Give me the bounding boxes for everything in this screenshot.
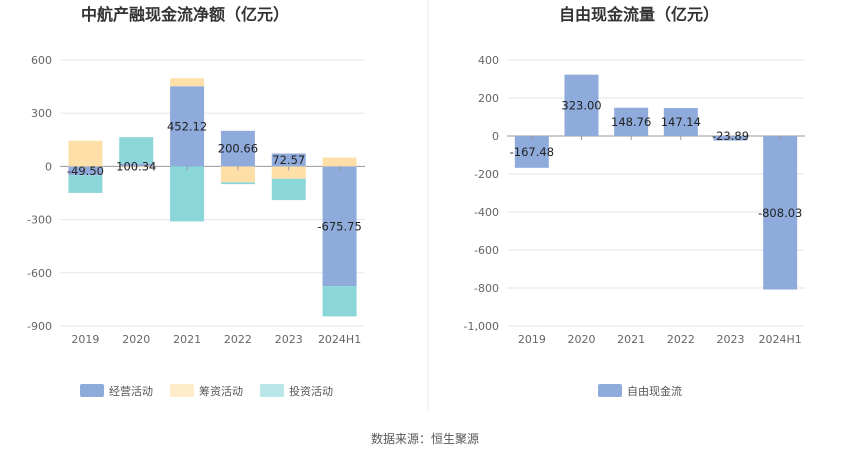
x-tick-label: 2020 bbox=[568, 333, 596, 346]
bar-自由现金流 bbox=[614, 107, 649, 136]
chart-panel-net-cashflow: 中航产融现金流净额（亿元） 600 300 0 -300 -600 -900 2019 2020… bbox=[27, 5, 365, 398]
data-label: 200.66 bbox=[218, 142, 258, 156]
bar-投资活动 bbox=[170, 166, 205, 222]
legend-swatch[interactable] bbox=[80, 384, 104, 397]
legend-label[interactable]: 经营活动 bbox=[109, 384, 153, 398]
data-label: -808.03 bbox=[758, 206, 802, 220]
y-tick-label: -200 bbox=[474, 168, 499, 181]
legend-swatch[interactable] bbox=[598, 384, 622, 397]
y-tick-label: 400 bbox=[478, 54, 499, 67]
y-tick-label: -300 bbox=[27, 214, 52, 227]
data-label: 323.00 bbox=[561, 98, 601, 112]
x-tick-label: 2023 bbox=[275, 333, 303, 346]
chart-panel-free-cashflow: 自由现金流量（亿元） 400 200 0 -200 -400 -600 -800 -1,000 2… bbox=[464, 5, 805, 398]
bar-经营活动 bbox=[119, 163, 154, 167]
bar-自由现金流 bbox=[763, 136, 798, 290]
bar-筹资活动 bbox=[170, 78, 205, 87]
bar-投资活动 bbox=[220, 182, 255, 185]
bar-筹资活动 bbox=[68, 140, 103, 167]
bar-自由现金流 bbox=[564, 74, 599, 136]
x-tick-label: 2019 bbox=[71, 333, 99, 346]
bar-自由现金流 bbox=[514, 136, 549, 168]
y-tick-label: -900 bbox=[27, 320, 52, 333]
data-label: 452.12 bbox=[167, 119, 207, 133]
x-tick-label: 2023 bbox=[717, 333, 745, 346]
legend-swatch[interactable] bbox=[260, 384, 284, 397]
y-tick-label: 600 bbox=[31, 54, 52, 67]
x-tick-label: 2021 bbox=[173, 333, 201, 346]
bar-经营活动 bbox=[170, 86, 205, 167]
bar-投资活动 bbox=[68, 175, 103, 193]
y-tick-label: -800 bbox=[474, 282, 499, 295]
bar-经营活动 bbox=[271, 153, 306, 167]
data-label: 147.14 bbox=[661, 115, 701, 129]
y-tick-label: -600 bbox=[27, 267, 52, 280]
bar-筹资活动 bbox=[220, 166, 255, 183]
data-label: -675.75 bbox=[317, 219, 361, 233]
source-note: 数据来源：恒生聚源 bbox=[371, 431, 479, 446]
bar-投资活动 bbox=[271, 178, 306, 201]
bar-筹资活动 bbox=[322, 157, 357, 167]
bar-经营活动 bbox=[220, 130, 255, 167]
bar-经营活动 bbox=[68, 166, 103, 176]
x-tick-label: 2024H1 bbox=[759, 333, 802, 346]
data-label: -23.89 bbox=[712, 129, 749, 143]
x-tick-label: 2022 bbox=[224, 333, 252, 346]
y-tick-label: 0 bbox=[45, 160, 52, 173]
x-tick-label: 2019 bbox=[518, 333, 546, 346]
bar-投资活动 bbox=[322, 286, 357, 317]
legend-label[interactable]: 自由现金流 bbox=[627, 384, 682, 398]
y-tick-label: -1,000 bbox=[464, 320, 499, 333]
legend-label[interactable]: 筹资活动 bbox=[199, 384, 243, 398]
x-tick-label: 2024H1 bbox=[318, 333, 361, 346]
x-tick-label: 2022 bbox=[667, 333, 695, 346]
y-tick-label: -400 bbox=[474, 206, 499, 219]
y-tick-label: 200 bbox=[478, 92, 499, 105]
bar-自由现金流 bbox=[663, 108, 698, 136]
legend-label[interactable]: 投资活动 bbox=[289, 384, 333, 398]
chart-title: 自由现金流量（亿元） bbox=[559, 5, 719, 24]
bar-经营活动 bbox=[322, 166, 357, 287]
data-label: 148.76 bbox=[611, 115, 651, 129]
y-tick-label: 0 bbox=[492, 130, 499, 143]
data-label: -49.50 bbox=[67, 164, 104, 178]
chart-title: 中航产融现金流净额（亿元） bbox=[81, 5, 289, 24]
y-tick-label: 300 bbox=[31, 107, 52, 120]
data-label: -167.48 bbox=[510, 145, 554, 159]
x-tick-label: 2021 bbox=[617, 333, 645, 346]
bar-筹资活动 bbox=[271, 166, 306, 179]
data-label: 72.57 bbox=[272, 153, 305, 167]
x-tick-label: 2020 bbox=[122, 333, 150, 346]
bar-投资活动 bbox=[119, 137, 154, 164]
data-label: 100.34 bbox=[116, 159, 156, 173]
y-tick-label: -600 bbox=[474, 244, 499, 257]
legend-swatch[interactable] bbox=[170, 384, 194, 397]
